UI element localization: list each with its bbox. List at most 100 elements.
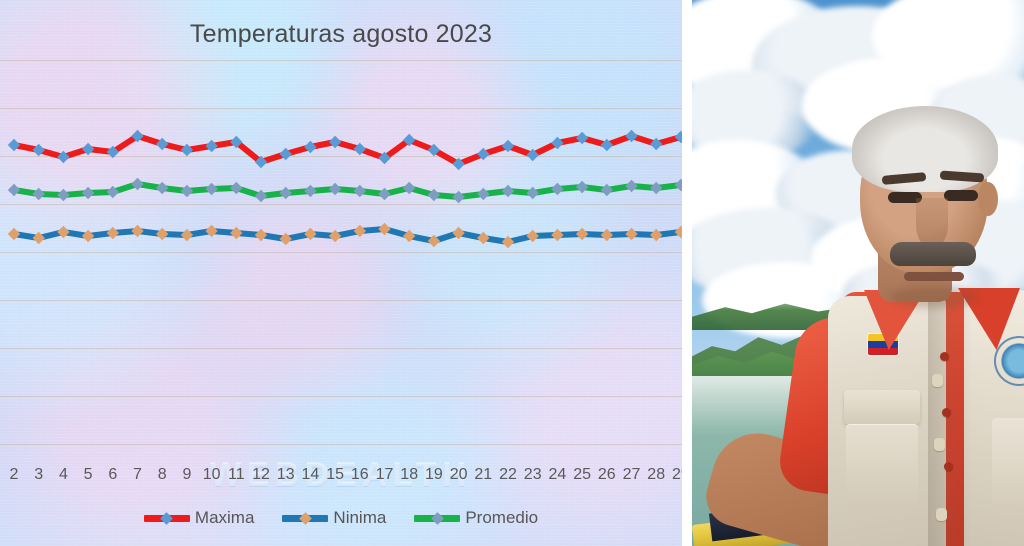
person-ear — [978, 182, 998, 216]
vest-toggle — [936, 508, 947, 521]
data-point-marker — [600, 138, 613, 152]
person-nose — [916, 198, 948, 248]
data-point-marker — [600, 228, 613, 242]
data-point-marker — [674, 225, 682, 239]
legend-item-ninima[interactable]: Ninima — [282, 508, 386, 528]
x-axis-tick-label: 15 — [326, 466, 344, 483]
data-point-marker — [304, 227, 317, 241]
chart-series-layer — [7, 129, 682, 249]
data-point-marker — [427, 188, 441, 202]
x-axis-tick-label: 12 — [252, 466, 270, 483]
legend-marker-icon — [299, 511, 312, 525]
data-point-marker — [575, 180, 589, 194]
x-axis-tick-label: 9 — [182, 466, 192, 483]
gridline — [0, 444, 682, 445]
chart-legend: Maxima Ninima Promedio — [0, 508, 682, 528]
data-point-marker — [575, 227, 589, 241]
data-point-marker — [180, 228, 194, 242]
gridline — [0, 252, 682, 253]
data-point-marker — [551, 182, 564, 196]
data-point-marker — [378, 222, 391, 236]
data-point-marker — [57, 188, 70, 202]
x-axis-tick-label: 29 — [671, 466, 682, 483]
data-point-marker — [452, 226, 465, 240]
person-chin-shadow — [890, 286, 978, 308]
data-point-marker — [180, 184, 194, 198]
x-axis-tick-label: 2 — [9, 466, 19, 483]
series-line-promedio — [11, 181, 682, 200]
shirt-button — [940, 352, 949, 361]
x-axis-tick-label: 26 — [597, 466, 616, 483]
data-point-marker — [106, 185, 119, 199]
data-point-marker — [353, 224, 366, 238]
legend-label: Ninima — [333, 508, 387, 527]
legend-label: Promedio — [465, 508, 539, 527]
legend-item-maxima[interactable]: Maxima — [143, 508, 255, 528]
data-point-marker — [131, 129, 144, 143]
data-point-marker — [156, 181, 169, 195]
data-point-marker — [328, 182, 342, 196]
x-axis-tick-label: 16 — [350, 466, 369, 483]
vest-pocket — [992, 418, 1024, 504]
data-point-marker — [205, 139, 218, 153]
legend-line-swatch — [282, 511, 329, 525]
gridline — [0, 348, 682, 349]
data-point-marker — [526, 186, 539, 200]
data-point-marker — [106, 226, 119, 240]
gridline — [0, 156, 682, 157]
shirt-button — [942, 408, 951, 417]
data-point-marker — [427, 234, 441, 248]
chart-background-texture — [0, 0, 682, 546]
shirt-button — [944, 462, 953, 471]
data-point-marker — [477, 187, 490, 201]
chart-title: Temperaturas agosto 2023 — [189, 20, 493, 48]
data-point-marker — [477, 231, 490, 245]
person-mustache — [890, 242, 976, 266]
data-point-marker — [230, 135, 243, 149]
data-point-marker — [205, 182, 218, 196]
legend-marker-icon — [430, 511, 444, 525]
vest-pocket-flap — [844, 390, 920, 424]
x-axis-tick-label: 27 — [622, 466, 641, 483]
data-point-marker — [650, 181, 663, 195]
gridline — [0, 108, 682, 109]
x-axis-tick-label: 10 — [202, 466, 221, 483]
data-point-marker — [600, 183, 613, 197]
data-point-marker — [81, 229, 95, 243]
vest-toggle — [932, 374, 943, 387]
photo-panel — [692, 0, 1024, 546]
data-point-marker — [501, 184, 515, 198]
x-axis-tick-label: 3 — [34, 466, 44, 483]
x-axis-tick-label: 20 — [449, 466, 468, 483]
legend-label: Maxima — [194, 508, 255, 527]
data-point-marker — [650, 228, 663, 242]
data-point-marker — [625, 227, 638, 241]
data-point-marker — [32, 143, 45, 157]
data-point-marker — [7, 183, 21, 197]
gridline — [0, 60, 682, 61]
data-point-marker — [7, 227, 21, 241]
x-axis-tick-label: 17 — [375, 466, 394, 483]
data-point-marker — [501, 235, 515, 249]
x-axis-tick-label: 28 — [647, 466, 666, 483]
data-point-marker — [551, 228, 564, 242]
x-axis-tick-label: 22 — [499, 466, 517, 483]
x-axis-tick-label: 6 — [108, 466, 118, 483]
data-point-marker — [625, 179, 638, 193]
x-axis-tick-label: 21 — [474, 466, 493, 483]
chart-x-axis: 2 3 4 5 6 7 8 9 10 11 12 13 14 15 16 17 18 19 20 21 22 23 24 25… — [0, 466, 682, 488]
data-point-marker — [328, 229, 342, 243]
x-axis-tick-label: 5 — [83, 466, 93, 483]
person-eye — [888, 192, 922, 203]
legend-item-promedio[interactable]: Promedio — [414, 508, 538, 528]
data-point-marker — [254, 189, 268, 203]
gridline — [0, 204, 682, 205]
data-point-marker — [452, 190, 465, 204]
data-point-marker — [650, 137, 663, 151]
data-point-marker — [674, 130, 682, 144]
data-point-marker — [7, 138, 21, 152]
data-point-marker — [279, 232, 292, 246]
x-axis-tick-label: 11 — [227, 466, 245, 483]
